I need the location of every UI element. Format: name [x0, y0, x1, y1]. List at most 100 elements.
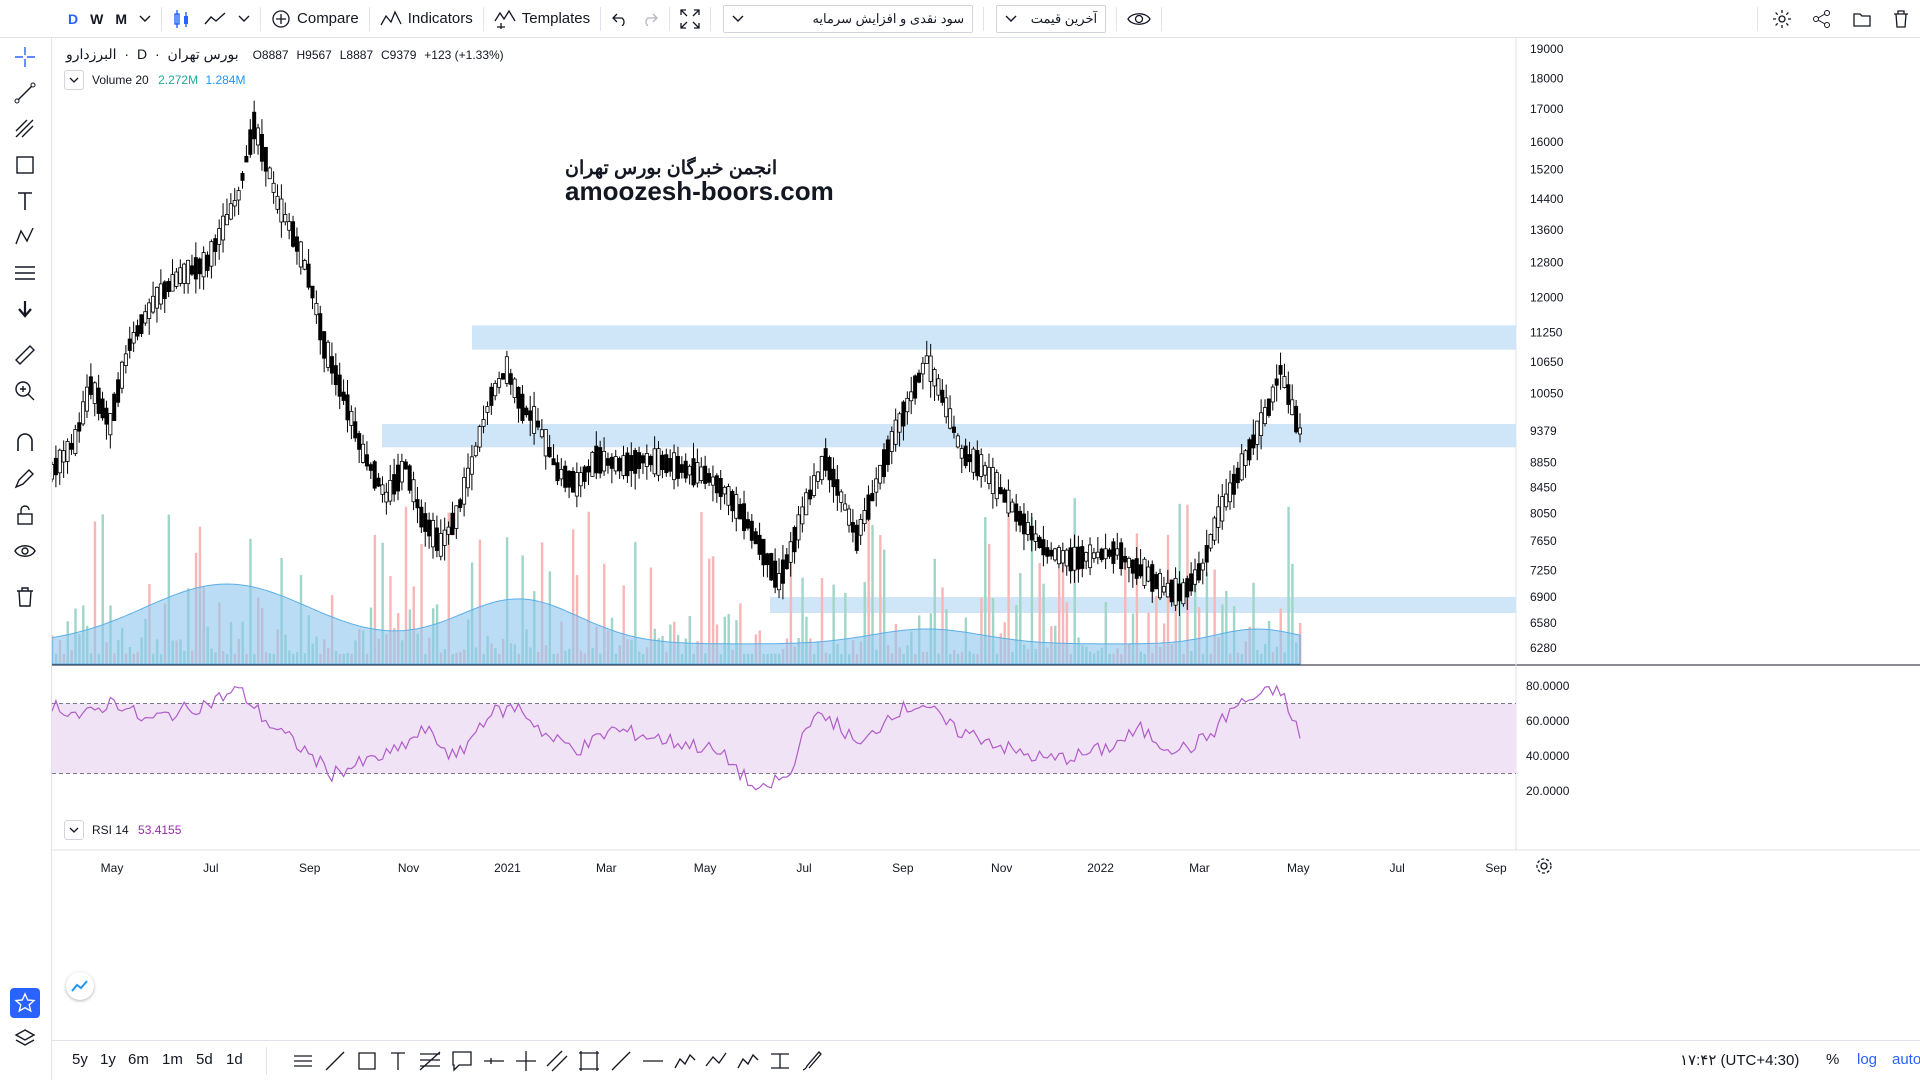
object-tree-button[interactable] [10, 1024, 40, 1054]
price-chart[interactable]: 6280 6580 6900 7250 7650 8050 8450 8850 9379 1005… [52, 38, 1920, 1040]
timeframe-m[interactable]: M [115, 10, 128, 27]
rsi-tick-label: 40.0000 [1526, 749, 1570, 763]
dividend-capital-increase-select[interactable]: سود نقدی و افزایش سرمایه [723, 4, 974, 33]
pitchfork-tool[interactable] [10, 114, 40, 144]
symbol-name[interactable]: البرزدارو [66, 46, 117, 62]
volume-bar [101, 514, 104, 664]
auto-scale-toggle[interactable]: auto [1892, 1051, 1920, 1068]
rectangle-tool[interactable] [352, 1047, 382, 1075]
candle-body [1286, 384, 1291, 405]
line-tool[interactable] [320, 1047, 350, 1075]
remove-drawings-tool[interactable] [10, 582, 40, 612]
horizontal-ray-tool[interactable] [479, 1047, 509, 1075]
more-tools-button[interactable] [10, 294, 40, 324]
range-6m[interactable]: 6m [128, 1051, 149, 1068]
templates-button[interactable]: Templates [488, 0, 596, 38]
crosshair-tool[interactable] [511, 1047, 541, 1075]
candle-body [761, 538, 766, 566]
collapse-rsi-button[interactable] [64, 820, 84, 840]
volume-ma-area [52, 583, 1301, 665]
candle-body [1196, 563, 1201, 581]
wave-abc-tool[interactable] [701, 1047, 731, 1075]
measure-tool[interactable] [10, 258, 40, 288]
candle-body [963, 445, 968, 466]
lock-all-tool[interactable] [10, 500, 40, 530]
timeframe-d[interactable]: D [68, 10, 79, 27]
time-tick-label: Sep [299, 861, 321, 875]
price-tick-label: 14400 [1530, 192, 1564, 206]
line-chart-type-icon[interactable] [198, 0, 232, 38]
frame-tool[interactable] [574, 1047, 604, 1075]
horizontal-lines-tool[interactable] [288, 1047, 318, 1075]
fib-tool[interactable] [415, 1047, 445, 1075]
pattern-tool[interactable] [10, 222, 40, 252]
log-scale-toggle[interactable]: log [1857, 1051, 1878, 1068]
candle-body [186, 259, 191, 285]
callout-tool[interactable] [447, 1047, 477, 1075]
range-5y[interactable]: 5y [72, 1051, 88, 1068]
horizontal-segment-tool[interactable] [638, 1047, 668, 1075]
trend-line-tool[interactable] [10, 78, 40, 108]
measure-tool[interactable] [765, 1047, 795, 1075]
rectangle-icon [357, 1052, 376, 1070]
candle-body [983, 465, 988, 476]
range-1m[interactable]: 1m [162, 1051, 183, 1068]
candle-body [757, 534, 762, 555]
ohlc-open: O8887 [252, 48, 289, 62]
parallel-channel-tool[interactable] [542, 1047, 572, 1075]
percent-scale-toggle[interactable]: % [1826, 1051, 1840, 1068]
watermark-site: amoozesh-boors.com [565, 176, 834, 206]
collapse-legend-button[interactable] [64, 70, 84, 90]
visibility-toggle[interactable] [1121, 0, 1157, 38]
candle-body [944, 397, 949, 418]
candle-body [578, 472, 583, 487]
ruler-tool[interactable] [10, 340, 40, 370]
share-button[interactable] [1802, 0, 1842, 38]
candle-body [333, 365, 338, 386]
candle-body [555, 462, 560, 482]
range-5d[interactable]: 5d [196, 1051, 213, 1068]
candle-body [151, 295, 156, 313]
timeframe-dropdown-chevron-icon[interactable] [133, 0, 157, 38]
crosshair-tool[interactable] [10, 42, 40, 72]
text-tool[interactable] [10, 186, 40, 216]
lock-drawing-tool[interactable] [10, 464, 40, 494]
timezone-clock[interactable]: ۱۷:۴۲ (UTC+4:30) [1680, 1052, 1800, 1069]
indicators-button[interactable]: Indicators [374, 0, 479, 38]
gear-icon-part [1540, 862, 1548, 870]
candle-body [916, 372, 921, 383]
hide-drawings-tool[interactable] [10, 536, 40, 566]
compare-button[interactable]: Compare [265, 0, 365, 38]
brush-tool[interactable] [797, 1047, 827, 1075]
favorites-button[interactable] [10, 988, 40, 1018]
candle-body [1235, 467, 1240, 484]
delete-button[interactable] [1882, 0, 1920, 38]
price-type-select[interactable]: آخرین قیمت [996, 4, 1107, 33]
fullscreen-button[interactable] [674, 0, 706, 38]
wave-15-tool[interactable] [670, 1047, 700, 1075]
range-1y[interactable]: 1y [100, 1051, 116, 1068]
ohlc-low: L8887 [339, 48, 374, 62]
candle-body [372, 461, 377, 489]
text-tool[interactable] [383, 1047, 413, 1075]
candle-body [1045, 547, 1050, 557]
candle-body [718, 478, 723, 497]
timeframe-w[interactable]: W [90, 10, 104, 27]
wave-ae-tool[interactable] [733, 1047, 763, 1075]
zoom-tool[interactable] [10, 376, 40, 406]
magnet-tool[interactable] [10, 428, 40, 458]
divider [161, 6, 163, 31]
tradingview-logo-icon[interactable] [66, 972, 94, 1000]
settings-button[interactable] [1762, 0, 1802, 38]
rectangle-tool[interactable] [10, 150, 40, 180]
axis-settings-gear-icon[interactable] [1536, 858, 1552, 874]
snapshot-button[interactable] [1842, 0, 1882, 38]
redo-button[interactable] [635, 0, 665, 38]
candle-body [520, 393, 525, 421]
range-1d[interactable]: 1d [226, 1051, 243, 1068]
candles-chart-type-icon[interactable] [166, 0, 198, 38]
chart-type-chevron-icon[interactable] [232, 0, 256, 38]
undo-button[interactable] [605, 0, 635, 38]
divider [260, 6, 262, 31]
trend-line-tool[interactable] [606, 1047, 636, 1075]
